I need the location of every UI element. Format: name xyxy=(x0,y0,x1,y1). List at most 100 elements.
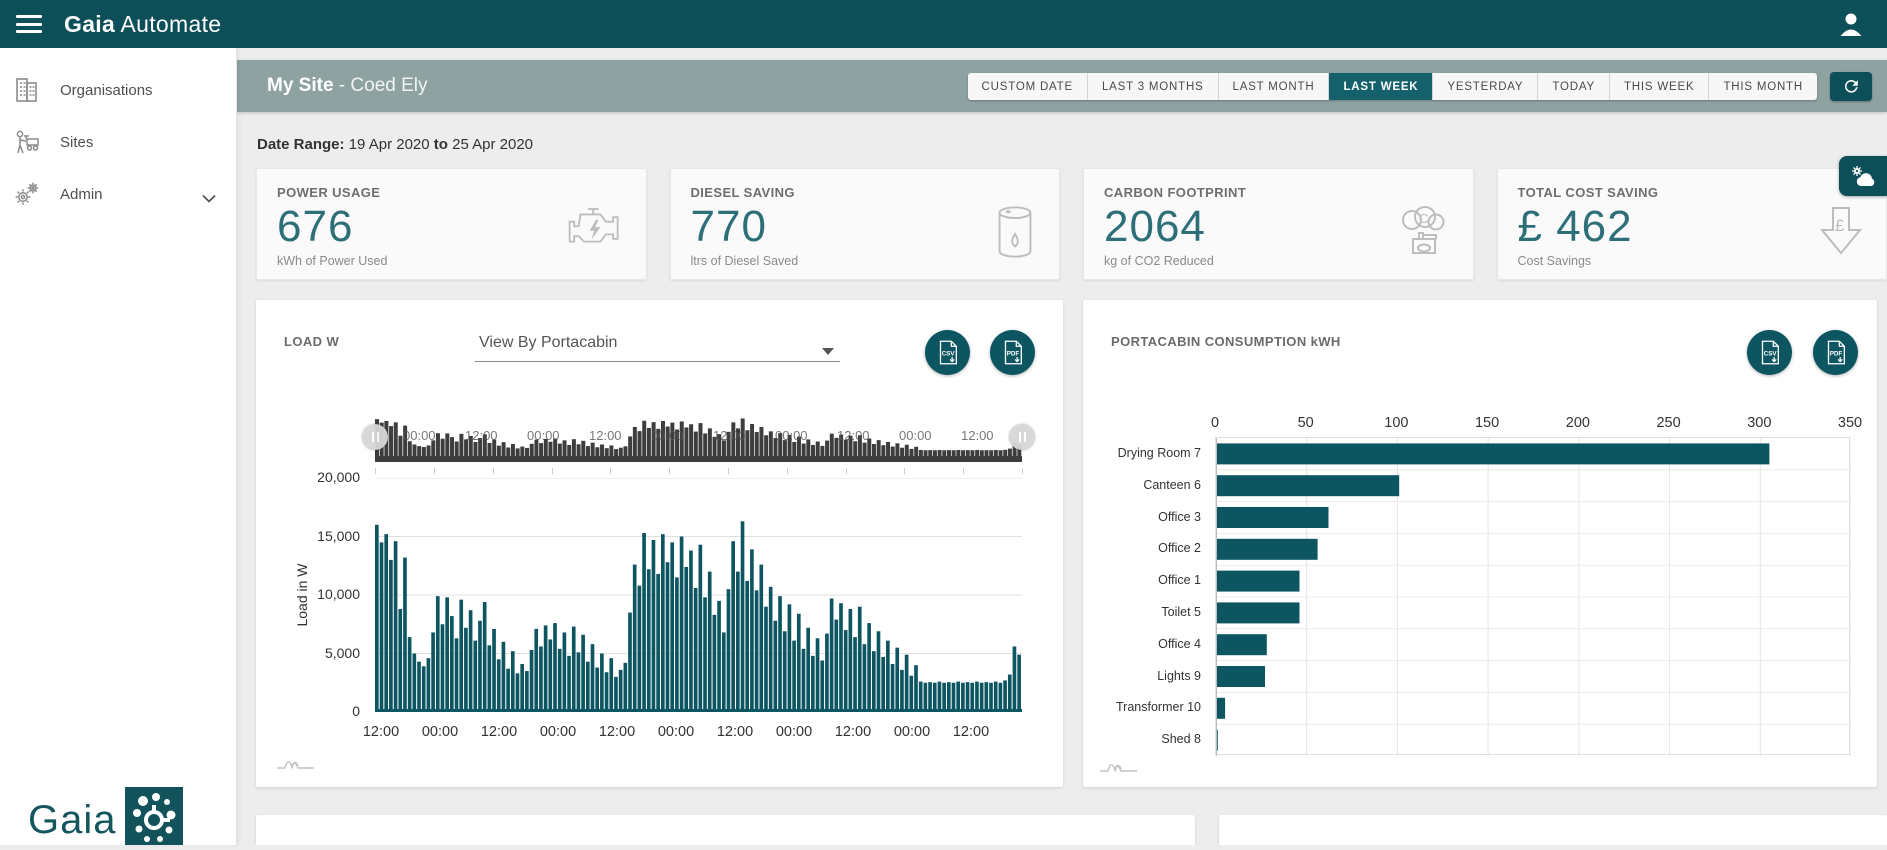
svg-text:CSV: CSV xyxy=(941,350,955,357)
sidebar-item-sites[interactable]: Sites xyxy=(0,116,236,168)
consumption-chart-card: PORTACABIN CONSUMPTION kWH CSV PDF 05010… xyxy=(1083,300,1877,787)
navigator-ruler xyxy=(375,468,1022,475)
view-by-dropdown[interactable]: View By Portacabin xyxy=(475,326,840,362)
consumption-category-label: Lights 9 xyxy=(1083,669,1201,683)
sidebar: Organisations Sites Admin xyxy=(0,48,237,845)
range-button-last-3-months[interactable]: LAST 3 MONTHS xyxy=(1088,73,1219,100)
engine-icon xyxy=(566,205,624,256)
range-button-this-week[interactable]: THIS WEEK xyxy=(1610,73,1709,100)
load-x-tick-label: 12:00 xyxy=(710,724,760,740)
csv-file-icon: CSV xyxy=(938,340,958,365)
sidebar-item-label: Admin xyxy=(60,186,103,203)
svg-text:PDF: PDF xyxy=(1829,350,1842,357)
load-x-tick-label: 12:00 xyxy=(356,724,406,740)
date-range-end: 25 Apr 2020 xyxy=(452,136,533,153)
app-title: Gaia Automate xyxy=(64,11,221,38)
site-location: - Coed Ely xyxy=(334,75,428,96)
consumption-category-label: Office 3 xyxy=(1083,510,1201,524)
date-range-joiner: to xyxy=(434,136,448,153)
sidebar-item-label: Organisations xyxy=(60,82,153,99)
navigator-right-handle[interactable] xyxy=(1009,424,1035,450)
site-name: My Site xyxy=(267,75,334,96)
area-chart-toggle-icon[interactable] xyxy=(1099,755,1139,778)
load-y-axis-title: Load in W xyxy=(294,478,310,712)
consumption-x-tick-label: 50 xyxy=(1284,415,1328,431)
refresh-button[interactable] xyxy=(1830,72,1872,101)
consumption-category-label: Shed 8 xyxy=(1083,732,1201,746)
consumption-category-label: Canteen 6 xyxy=(1083,478,1201,492)
date-range-text: Date Range: 19 Apr 2020 to 25 Apr 2020 xyxy=(257,136,533,153)
main-content: My Site - Coed Ely CUSTOM DATELAST 3 MON… xyxy=(237,48,1887,845)
bottom-right-card xyxy=(1219,815,1887,845)
consumption-x-tick-label: 150 xyxy=(1465,415,1509,431)
consumption-x-tick-label: 300 xyxy=(1737,415,1781,431)
load-x-tick-label: 00:00 xyxy=(887,724,937,740)
pound-down-icon: £ xyxy=(1818,205,1864,262)
stat-subtitle: Cost Savings xyxy=(1518,254,1867,268)
range-button-last-week[interactable]: LAST WEEK xyxy=(1329,73,1433,100)
stat-subtitle: ltrs of Diesel Saved xyxy=(691,254,1040,268)
consumption-csv-download-button[interactable]: CSV xyxy=(1747,330,1792,375)
load-plot-area xyxy=(375,478,1022,712)
brand-rest: Automate xyxy=(115,11,221,37)
range-navigator[interactable]: 00:0012:0000:0012:0000:0012:0000:0012:00… xyxy=(375,412,1022,462)
view-by-value: View By Portacabin xyxy=(479,334,617,351)
range-button-custom-date[interactable]: CUSTOM DATE xyxy=(968,73,1088,100)
load-y-axis: 05,00010,00015,00020,000 xyxy=(256,300,368,720)
site-title: My Site - Coed Ely xyxy=(267,75,428,97)
user-icon[interactable] xyxy=(1837,10,1865,38)
pdf-file-icon: PDF xyxy=(1003,340,1023,365)
cloud-settings-icon xyxy=(1850,165,1876,187)
stat-card-diesel-saving: DIESEL SAVING 770 ltrs of Diesel Saved xyxy=(670,168,1061,280)
svg-text:C: C xyxy=(1419,211,1428,226)
range-button-today[interactable]: TODAY xyxy=(1538,73,1610,100)
consumption-category-label: Transformer 10 xyxy=(1083,700,1201,714)
stat-title: DIESEL SAVING xyxy=(691,185,1040,200)
stat-card-carbon-footprint: CARBON FOOTPRINT 2064 kg of CO2 Reduced … xyxy=(1083,168,1474,280)
load-x-tick-label: 00:00 xyxy=(651,724,701,740)
brand-bold: Gaia xyxy=(64,11,115,37)
gaia-logo: Gaia xyxy=(0,779,237,845)
load-pdf-download-button[interactable]: PDF xyxy=(990,330,1035,375)
site-topbar: My Site - Coed Ely CUSTOM DATELAST 3 MON… xyxy=(237,60,1887,112)
csv-file-icon: CSV xyxy=(1760,340,1780,365)
navigator-left-handle[interactable] xyxy=(362,424,388,450)
site-worker-icon xyxy=(12,129,42,155)
date-range-start: 19 Apr 2020 xyxy=(349,136,430,153)
stat-subtitle: kWh of Power Used xyxy=(277,254,626,268)
area-chart-toggle-icon[interactable] xyxy=(276,752,316,775)
co2-cloud-icon: C xyxy=(1395,205,1451,264)
load-x-tick-label: 00:00 xyxy=(769,724,819,740)
menu-icon[interactable] xyxy=(16,15,42,33)
buildings-icon xyxy=(12,76,42,104)
sidebar-item-organisations[interactable]: Organisations xyxy=(0,64,236,116)
gears-icon xyxy=(12,181,42,207)
chevron-down-icon[interactable] xyxy=(202,190,216,208)
range-button-last-month[interactable]: LAST MONTH xyxy=(1219,73,1330,100)
refresh-icon xyxy=(1842,77,1861,96)
consumption-x-tick-label: 350 xyxy=(1828,415,1872,431)
consumption-x-tick-label: 250 xyxy=(1647,415,1691,431)
consumption-pdf-download-button[interactable]: PDF xyxy=(1813,330,1858,375)
consumption-chart-title: PORTACABIN CONSUMPTION kWH xyxy=(1111,334,1341,349)
svg-text:£: £ xyxy=(1835,216,1845,235)
sidebar-item-admin[interactable]: Admin xyxy=(0,168,236,220)
gaia-logo-text: Gaia xyxy=(28,798,117,843)
consumption-x-tick-label: 100 xyxy=(1374,415,1418,431)
svg-text:PDF: PDF xyxy=(1006,350,1019,357)
consumption-x-tick-label: 200 xyxy=(1556,415,1600,431)
consumption-category-label: Office 1 xyxy=(1083,573,1201,587)
gaia-logo-mark xyxy=(125,787,183,845)
oil-barrel-icon xyxy=(993,205,1037,264)
app-header: Gaia Automate xyxy=(0,0,1887,48)
range-button-yesterday[interactable]: YESTERDAY xyxy=(1433,73,1538,100)
load-x-tick-label: 12:00 xyxy=(946,724,996,740)
load-x-tick-label: 12:00 xyxy=(828,724,878,740)
load-csv-download-button[interactable]: CSV xyxy=(925,330,970,375)
range-button-this-month[interactable]: THIS MONTH xyxy=(1709,73,1817,100)
consumption-category-label: Office 4 xyxy=(1083,637,1201,651)
bottom-left-card xyxy=(256,815,1195,845)
cloud-settings-button[interactable] xyxy=(1839,156,1887,196)
consumption-category-label: Office 2 xyxy=(1083,541,1201,555)
dropdown-caret-icon xyxy=(822,342,834,360)
